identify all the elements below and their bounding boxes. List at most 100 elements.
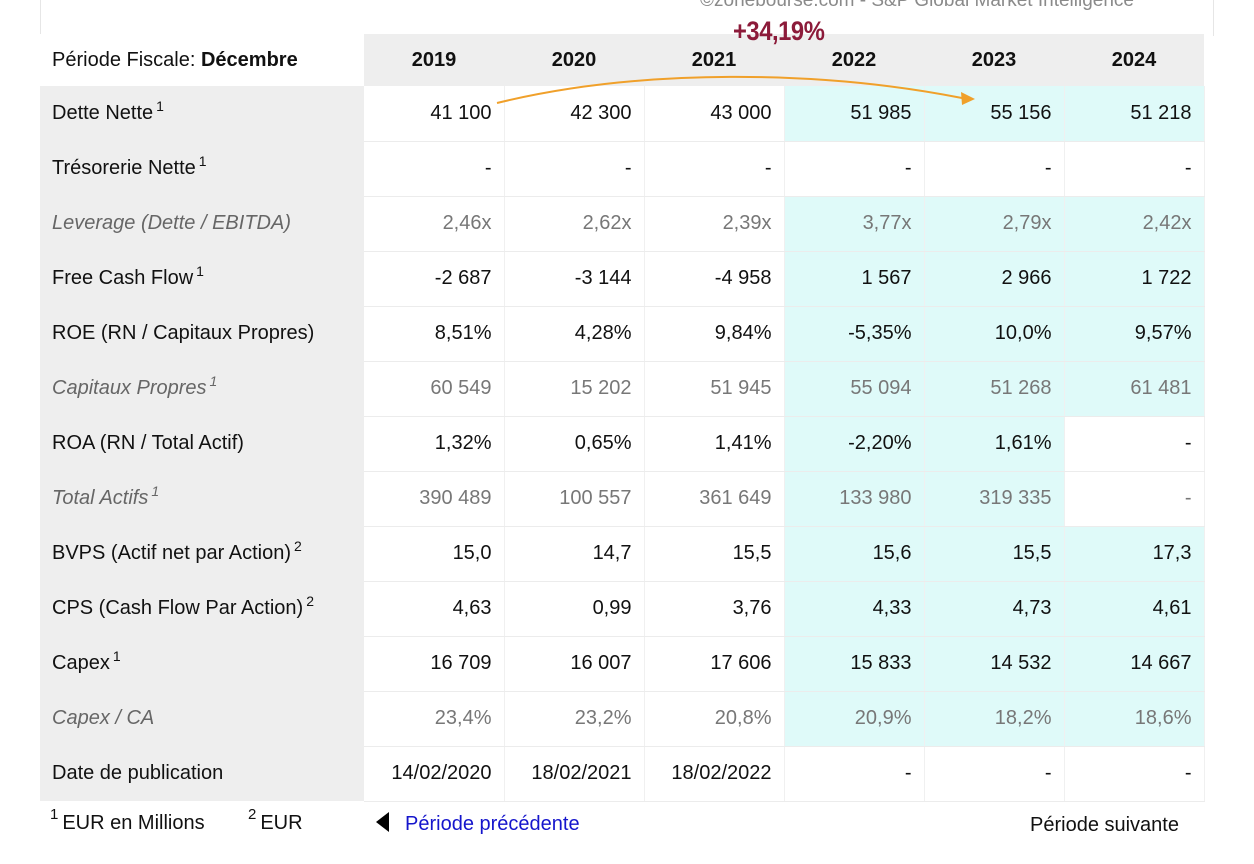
- row-label-text: Capex: [52, 652, 110, 674]
- financial-ratios-table: Période Fiscale: Décembre 2019 2020 2021…: [40, 34, 1205, 802]
- value-cell: 15,5: [644, 526, 785, 582]
- value-cell: 51 268: [924, 361, 1065, 417]
- triangle-left-icon: [376, 812, 389, 832]
- value-cell: 9,84%: [644, 306, 785, 362]
- value-cell: 3,76: [644, 581, 785, 637]
- value-cell: 23,2%: [504, 691, 645, 747]
- footnote-marker: 1: [151, 483, 160, 499]
- row-label: Capex / CA: [40, 691, 364, 746]
- row-label: Leverage (Dette / EBITDA): [40, 196, 364, 251]
- table-row: CPS (Cash Flow Par Action) 2 4,63 0,99 3,76 4…: [40, 581, 1205, 637]
- value-cell: 15,5: [924, 526, 1065, 582]
- value-cell: 23,4%: [364, 691, 505, 747]
- table-footer: 1 EUR en Millions 2 EUR Période précédente…: [0, 806, 1254, 850]
- value-cell: 42 300: [504, 86, 645, 142]
- fiscal-period-label: Période Fiscale: Décembre: [40, 34, 364, 86]
- row-label: Dette Nette 1: [40, 86, 364, 141]
- source-credit: ©zonebourse.com - S&P Global Market Inte…: [700, 0, 1134, 11]
- previous-period-link[interactable]: Période précédente: [376, 812, 580, 836]
- row-label-text: BVPS (Actif net par Action): [52, 542, 291, 564]
- value-cell: 10,0%: [924, 306, 1065, 362]
- table-row: Leverage (Dette / EBITDA) 2,46x 2,62x 2,39x…: [40, 196, 1205, 252]
- row-label-text: CPS (Cash Flow Par Action): [52, 597, 304, 619]
- table-row: Free Cash Flow 1 -2 687 -3 144 -4 958 1 567 2 …: [40, 251, 1205, 307]
- value-cell: 1,61%: [924, 416, 1065, 472]
- value-cell: 20,9%: [784, 691, 925, 747]
- value-cell: 18,6%: [1064, 691, 1205, 747]
- row-label: Total Actifs 1: [40, 471, 364, 526]
- footnote-marker: 1: [156, 98, 164, 114]
- next-period-link[interactable]: Période suivante: [1030, 814, 1179, 836]
- value-cell: 390 489: [364, 471, 505, 527]
- value-cell: -4 958: [644, 251, 785, 307]
- value-cell: 15 202: [504, 361, 645, 417]
- value-cell: 2,79x: [924, 196, 1065, 252]
- value-cell: -2,20%: [784, 416, 925, 472]
- row-label: CPS (Cash Flow Par Action) 2: [40, 581, 364, 636]
- row-label: ROE (RN / Capitaux Propres): [40, 306, 364, 361]
- value-cell: 3,77x: [784, 196, 925, 252]
- row-label-text: ROA (RN / Total Actif): [52, 432, 244, 454]
- value-cell: 1 722: [1064, 251, 1205, 307]
- frame-line-left: [40, 0, 41, 36]
- value-cell: 14 667: [1064, 636, 1205, 692]
- table-row: Capex 1 16 709 16 007 17 606 15 833 14 532 14 6…: [40, 636, 1205, 692]
- value-cell: 51 985: [784, 86, 925, 142]
- row-label-text: Capitaux Propres: [52, 377, 207, 399]
- footnote-marker: 2: [294, 538, 302, 554]
- value-cell: -: [1064, 141, 1205, 197]
- value-cell: -: [504, 141, 645, 197]
- value-cell: 4,63: [364, 581, 505, 637]
- header-row: Période Fiscale: Décembre 2019 2020 2021…: [40, 34, 1204, 86]
- value-cell: 0,65%: [504, 416, 645, 472]
- value-cell: -: [924, 746, 1065, 802]
- value-cell: -: [784, 746, 925, 802]
- value-cell: 8,51%: [364, 306, 505, 362]
- row-label-text: ROE (RN / Capitaux Propres): [52, 322, 315, 344]
- row-label: Date de publication: [40, 746, 364, 801]
- footnote-1: 1 EUR en Millions: [50, 806, 205, 835]
- row-label: BVPS (Actif net par Action) 2: [40, 526, 364, 581]
- value-cell: 20,8%: [644, 691, 785, 747]
- value-cell: -: [1064, 746, 1205, 802]
- value-cell: 15,6: [784, 526, 925, 582]
- value-cell: 18/02/2022: [644, 746, 785, 802]
- value-cell: 55 094: [784, 361, 925, 417]
- row-label-text: Dette Nette: [52, 102, 154, 124]
- value-cell: 1,41%: [644, 416, 785, 472]
- value-cell: 17,3: [1064, 526, 1205, 582]
- value-cell: -2 687: [364, 251, 505, 307]
- value-cell: 4,28%: [504, 306, 645, 362]
- row-label-text: Date de publication: [52, 762, 224, 784]
- table-row: Capex / CA 23,4% 23,2% 20,8% 20,9% 18,2% 18,6%: [40, 691, 1205, 747]
- value-cell: -: [364, 141, 505, 197]
- value-cell: 4,61: [1064, 581, 1205, 637]
- value-cell: 15 833: [784, 636, 925, 692]
- footnote-2: 2 EUR: [248, 806, 303, 835]
- value-cell: -: [784, 141, 925, 197]
- table-row: Capitaux Propres 1 60 549 15 202 51 945 55 09…: [40, 361, 1205, 417]
- value-cell: -: [1064, 416, 1205, 472]
- value-cell: 4,73: [924, 581, 1065, 637]
- value-cell: -: [1064, 471, 1205, 527]
- value-cell: 2,62x: [504, 196, 645, 252]
- row-label: Trésorerie Nette 1: [40, 141, 364, 196]
- table-row: ROA (RN / Total Actif) 1,32% 0,65% 1,41% -2,…: [40, 416, 1205, 472]
- table-row: BVPS (Actif net par Action) 2 15,0 14,7 15,5…: [40, 526, 1205, 582]
- value-cell: 51 945: [644, 361, 785, 417]
- value-cell: 4,33: [784, 581, 925, 637]
- value-cell: 16 007: [504, 636, 645, 692]
- table-row: ROE (RN / Capitaux Propres) 8,51% 4,28% 9,8…: [40, 306, 1205, 362]
- value-cell: 133 980: [784, 471, 925, 527]
- row-label-text: Capex / CA: [52, 707, 155, 729]
- table-row: Total Actifs 1 390 489 100 557 361 649 133 98…: [40, 471, 1205, 527]
- footnote-marker: 1: [112, 648, 121, 664]
- value-cell: 17 606: [644, 636, 785, 692]
- value-cell: 9,57%: [1064, 306, 1205, 362]
- footnote-1-marker: 1: [50, 806, 59, 823]
- value-cell: 61 481: [1064, 361, 1205, 417]
- row-label: Free Cash Flow 1: [40, 251, 364, 306]
- value-cell: 18,2%: [924, 691, 1065, 747]
- footnote-marker: 2: [306, 593, 314, 609]
- footnote-marker: 1: [209, 373, 218, 389]
